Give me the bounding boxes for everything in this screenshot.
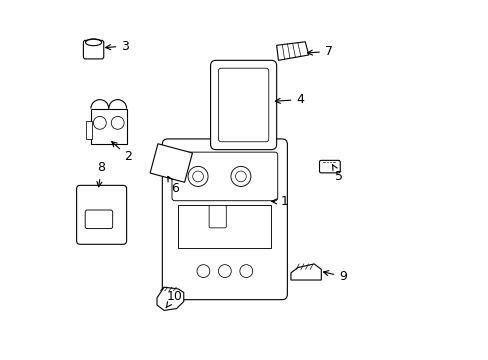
FancyBboxPatch shape	[209, 205, 226, 228]
Text: 5: 5	[332, 165, 343, 183]
FancyBboxPatch shape	[85, 210, 112, 229]
Circle shape	[218, 265, 231, 278]
Text: 9: 9	[323, 270, 346, 283]
Circle shape	[230, 166, 250, 186]
Circle shape	[93, 116, 106, 129]
Bar	[85, 121, 92, 139]
FancyBboxPatch shape	[83, 40, 103, 59]
Text: 10: 10	[166, 289, 183, 308]
Text: 7: 7	[307, 45, 332, 58]
FancyBboxPatch shape	[210, 60, 276, 150]
FancyBboxPatch shape	[172, 152, 277, 201]
Ellipse shape	[85, 39, 102, 46]
Polygon shape	[157, 287, 183, 310]
Circle shape	[192, 171, 203, 182]
Polygon shape	[276, 42, 308, 60]
Circle shape	[188, 166, 207, 186]
FancyBboxPatch shape	[218, 68, 268, 142]
Bar	[178, 205, 271, 248]
Text: 6: 6	[167, 176, 179, 195]
FancyBboxPatch shape	[162, 139, 287, 300]
Circle shape	[197, 265, 209, 278]
Polygon shape	[91, 109, 126, 144]
Text: 3: 3	[105, 40, 129, 53]
Circle shape	[235, 171, 246, 182]
FancyBboxPatch shape	[319, 160, 340, 173]
Polygon shape	[290, 264, 321, 280]
Text: 1: 1	[271, 195, 287, 208]
FancyBboxPatch shape	[77, 185, 126, 244]
Polygon shape	[150, 144, 192, 182]
Text: 8: 8	[97, 161, 105, 187]
Circle shape	[240, 265, 252, 278]
Circle shape	[111, 116, 124, 129]
Text: 2: 2	[111, 141, 132, 163]
Text: 4: 4	[275, 93, 304, 106]
